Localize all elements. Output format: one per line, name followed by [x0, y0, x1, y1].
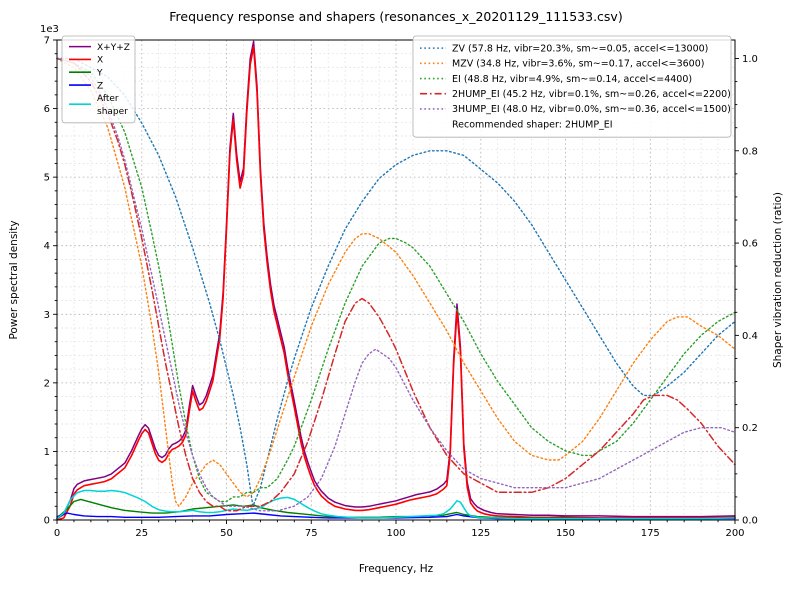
legend-label: 3HUMP_EI (48.0 Hz, vibr=0.0%, sm~=0.36, … [452, 104, 731, 115]
y-left-tick-label: 2 [44, 378, 50, 389]
x-tick-label: 75 [305, 528, 318, 539]
series-mzv-line [56, 57, 736, 507]
x-tick-label: 125 [471, 528, 490, 539]
legend-label: 2HUMP_EI (45.2 Hz, vibr=0.1%, sm~=0.26, … [452, 89, 731, 100]
legend-label: X+Y+Z [97, 43, 130, 53]
legend-label: Z [97, 81, 103, 91]
chart-title: Frequency response and shapers (resonanc… [169, 9, 622, 24]
y-axis-label-right: Shaper vibration reduction (ratio) [772, 192, 784, 368]
series-2hump-ei-line [56, 57, 736, 512]
axis-ticks [53, 39, 739, 524]
x-tick-label: 200 [725, 528, 744, 539]
y-right-tick-label: 0.0 [742, 516, 758, 527]
y-left-tick-label: 4 [44, 241, 50, 252]
legend-label: ZV (57.8 Hz, vibr=20.3%, sm~=0.05, accel… [452, 43, 708, 54]
y-right-tick-label: 0.8 [742, 146, 758, 157]
y-right-tick-label: 0.6 [742, 239, 758, 250]
legend-psd-box [61, 35, 136, 124]
legend-label: EI (48.8 Hz, vibr=4.9%, sm~=0.14, accel<… [452, 74, 692, 85]
legend-label: Recommended shaper: 2HUMP_EI [452, 119, 613, 130]
x-tick-label: 0 [54, 528, 60, 539]
legend-label: After [97, 94, 119, 104]
x-tick-label: 150 [556, 528, 575, 539]
legend-label: Y [96, 69, 103, 79]
y-left-tick-label: 7 [44, 36, 50, 47]
y-left-tick-label: 0 [44, 516, 50, 527]
y-right-tick-label: 0.4 [742, 331, 758, 342]
legend-psd: X+Y+Z XYZ After shaper [61, 35, 136, 124]
y-right-tick-label: 0.2 [742, 423, 758, 434]
series-x-line [56, 46, 736, 521]
legend-label: MZV (34.8 Hz, vibr=3.6%, sm~=0.17, accel… [452, 59, 704, 70]
x-tick-label: 100 [386, 528, 405, 539]
y-axis-label-left: Power spectral density [8, 220, 20, 339]
x-tick-label: 25 [135, 528, 148, 539]
series-after-shaper-line [56, 489, 736, 520]
y-left-tick-label: 6 [44, 104, 50, 115]
x-tick-label: 175 [641, 528, 660, 539]
series-zv-line [56, 57, 736, 507]
y-left-tick-label: 3 [44, 310, 50, 321]
y-left-tick-label: 1 [44, 447, 50, 458]
legend-label: X [97, 56, 103, 66]
x-tick-label: 50 [220, 528, 233, 539]
y-right-tick-label: 1.0 [742, 54, 758, 65]
y-axis-offset-text: 1e3 [40, 24, 59, 35]
legend-shapers-box [412, 35, 732, 138]
axis-tick-labels: 0 25 50 75 100 125 150 175 200 0 1 2 3 4 5 6 7 0.0 0.2 0.4 0… [44, 36, 758, 540]
series-ei-line [56, 57, 736, 503]
x-axis-label: Frequency, Hz [359, 563, 434, 575]
legend-label: shaper [97, 107, 128, 117]
legend-shapers: ZV (57.8 Hz, vibr=20.3%, sm~=0.05, accel… [412, 35, 732, 138]
series-3hump-ei-line [56, 57, 736, 512]
y-left-tick-label: 5 [44, 173, 50, 184]
